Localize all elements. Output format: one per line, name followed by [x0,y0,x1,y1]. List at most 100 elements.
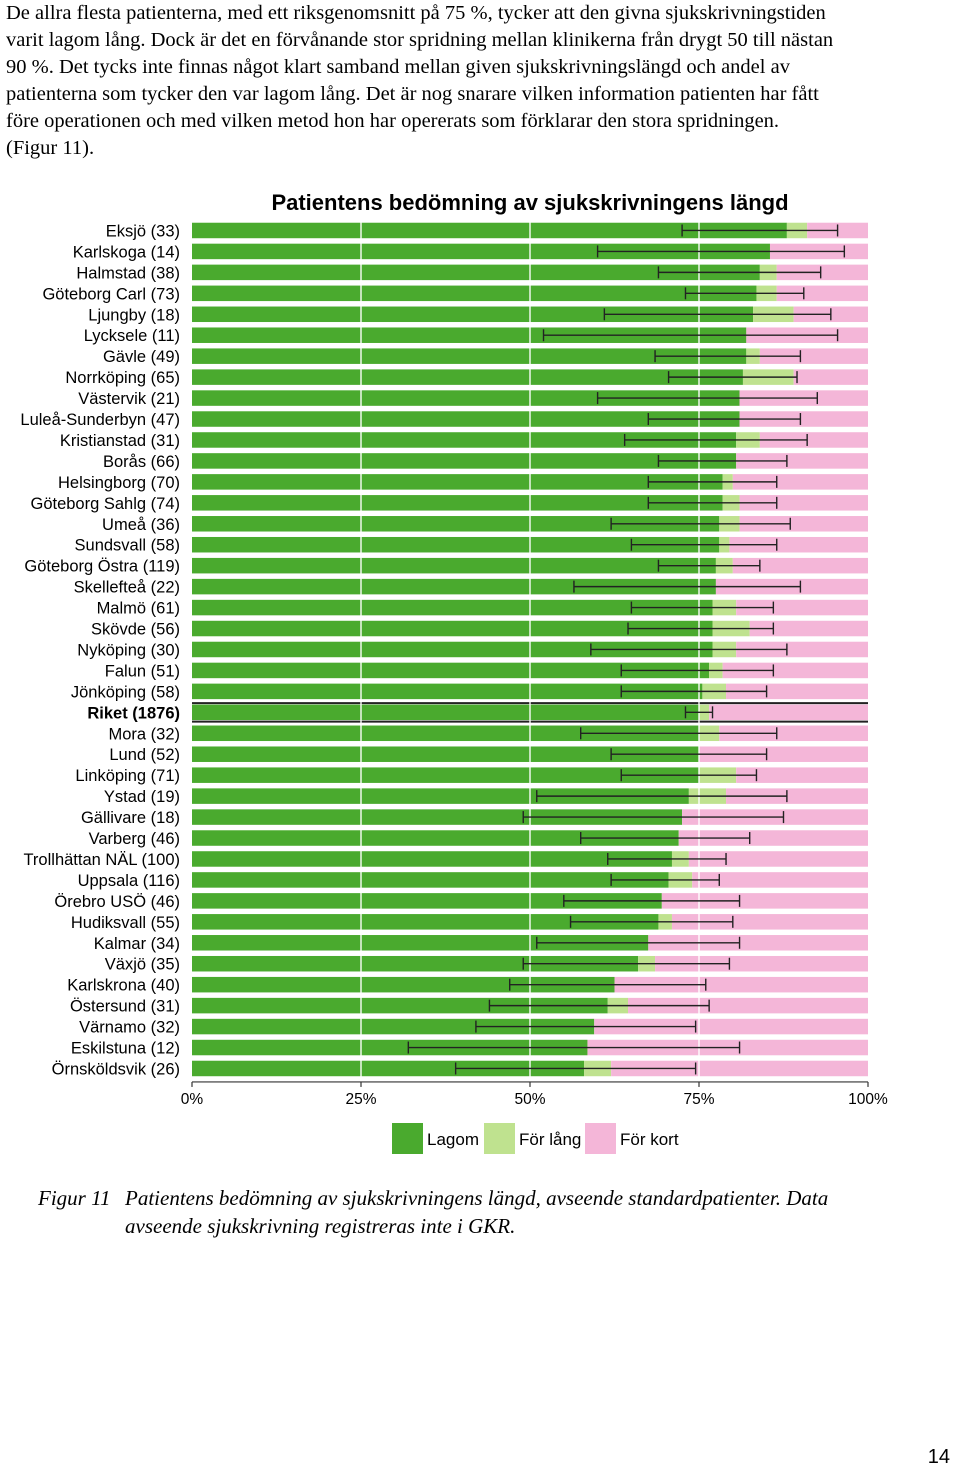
bar-for-kort [692,872,868,888]
bar-for-kort [729,536,868,553]
bar-lagom [192,914,659,930]
bar-lagom [192,997,608,1014]
body-line: före operationen och med vilken metod ho… [6,110,780,132]
bar-lagom [192,557,716,574]
category-label: Luleå-Sunderbyn (47) [20,411,180,429]
bar-for-kort [793,369,868,385]
body-line: patienterna som tycker den var lagom lån… [6,83,819,105]
x-tick-label: 50% [514,1091,545,1108]
bar-lagom [192,872,669,888]
category-label: Ljungby (18) [88,306,180,324]
bar-for-kort [699,746,868,762]
category-label: Göteborg Östra (119) [24,558,180,576]
bar-lagom [192,1039,588,1056]
bar-for-kort [732,557,868,574]
category-label: Riket (1876) [87,704,180,722]
bar-for-kort [739,411,868,427]
bar-lagom [192,474,723,490]
body-line: De allra flesta patienterna, med ett rik… [6,2,826,24]
bar-lagom [192,222,787,239]
bar-lagom [192,851,672,867]
category-label: Göteborg Sahlg (74) [30,495,180,513]
bar-lagom [192,746,699,762]
bar-for-kort [655,955,868,972]
page-number: 14 [927,1446,950,1468]
category-label: Nyköping (30) [77,641,180,659]
category-label: Skellefteå (22) [74,579,180,597]
category-label: Uppsala (116) [78,872,180,890]
bar-lagom [192,955,639,972]
bar-lagom [192,453,737,469]
bar-lagom [192,599,713,616]
category-label: Kristianstad (31) [60,432,180,450]
bar-for-kort [749,620,868,637]
bar-lagom [192,935,649,951]
category-label: Västervik (21) [78,390,180,408]
chart-title: Patientens bedömning av sjukskrivningens… [271,190,788,215]
category-label: Halmstad (38) [76,264,180,282]
bar-lagom [192,536,720,553]
category-label: Falun (51) [105,662,180,680]
x-tick-label: 0% [181,1091,204,1108]
category-label: Helsingborg (70) [58,474,180,492]
legend-swatch [484,1123,515,1154]
category-label: Varberg (46) [89,830,180,848]
category-label: Värnamo (32) [79,1019,180,1037]
category-label: Trollhättan NÄL (100) [23,851,180,869]
bar-lagom [192,285,757,302]
x-tick-label: 100% [848,1091,888,1108]
bar-for-kort [736,599,868,616]
category-label: Sundsvall (58) [75,537,180,555]
category-label: Kalmar (34) [94,935,180,953]
bar-for-kort [736,453,868,469]
category-label: Växjö (35) [105,956,180,974]
category-label: Malmö (61) [97,600,180,618]
legend-label: För kort [620,1130,679,1149]
category-labels: Eksjö (33) Karlskoga (14) Halmstad (38) Göt… [20,222,180,1078]
legend-label: För lång [519,1130,581,1149]
error-bars [407,224,846,1075]
category-label: Karlskrona (40) [67,977,180,995]
bar-lagom [192,893,662,909]
category-label: Skövde (56) [91,621,180,639]
bar-for-kort [678,830,868,846]
category-label: Karlskoga (14) [73,243,180,261]
category-label: Eksjö (33) [106,222,180,240]
bar-for-kort [594,1018,868,1035]
bar-for-kort [719,725,868,742]
bar-lagom [192,788,689,804]
bar-lagom [192,306,754,323]
bar-for-kort [726,788,868,804]
bar-for-kort [739,495,868,511]
bar-for-kort [688,851,868,867]
category-label: Örnsköldsvik (26) [52,1060,180,1078]
bar-for-kort [739,516,868,532]
bar-for-kort [614,976,868,993]
legend: Lagom För lång För kort [392,1123,679,1154]
category-label: Lund (52) [109,746,180,764]
body-line: (Figur 11). [6,137,95,159]
bar-lagom [192,495,723,511]
bar-for-kort [736,767,868,783]
bar-lagom [192,390,740,406]
grid-layer [360,220,700,1082]
category-label: Eskilstuna (12) [71,1040,180,1058]
bar-for-kort [661,893,868,909]
x-tick-label: 25% [345,1091,376,1108]
body-line: varit lagom lång. Dock är det en förvåna… [6,29,834,51]
bar-lagom [192,704,699,721]
category-label: Jönköping (58) [71,683,180,701]
bar-for-kort [671,914,868,930]
bar-lagom [192,641,713,658]
bar-lagom [192,725,699,742]
bar-lagom [192,516,720,532]
bar-lagom [192,1018,595,1035]
caption-line: avseende sjukskrivning registreras inte … [125,1214,516,1238]
bar-lagom [192,976,615,993]
bar-lagom [192,809,683,825]
x-axis: 0% 25% 50% 75% 100% [181,1081,888,1108]
legend-swatch [392,1123,423,1154]
bars-layer [192,222,868,1077]
bar-lagom [192,1060,585,1077]
caption-label: Figur 11 [38,1186,111,1210]
